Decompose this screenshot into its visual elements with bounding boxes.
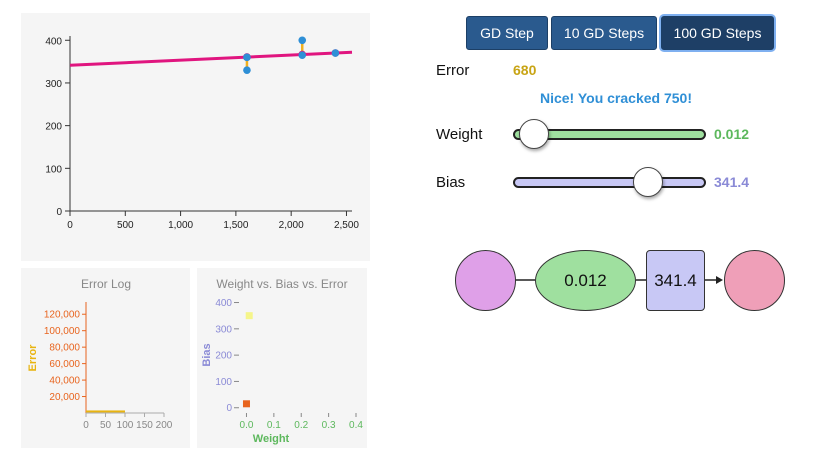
weight-node: 0.012 bbox=[535, 250, 636, 311]
error-y-tick-label: 100,000 bbox=[44, 326, 81, 337]
error-log-chart: Error Log Error 20,000 40,000 60,000 80,000 10… bbox=[27, 277, 173, 431]
data-point bbox=[298, 51, 307, 60]
error-x-tick-label: 0 bbox=[83, 420, 89, 431]
x-tick-label: 2,500 bbox=[334, 220, 359, 231]
gd-10-steps-button[interactable]: 10 GD Steps bbox=[551, 16, 657, 50]
bias-node: 341.4 bbox=[646, 250, 705, 311]
error-log-title: Error Log bbox=[81, 277, 131, 291]
y-tick-label: 200 bbox=[45, 122, 62, 133]
x-tick-label: 1,500 bbox=[223, 220, 248, 231]
wbe-title: Weight vs. Bias vs. Error bbox=[216, 277, 347, 291]
error-y-tick-label: 60,000 bbox=[49, 359, 80, 370]
error-value: 680 bbox=[513, 62, 537, 78]
input-node bbox=[455, 250, 516, 311]
error-label: Error bbox=[436, 62, 470, 79]
fit-line bbox=[69, 50, 353, 67]
gd-100-steps-button[interactable]: 100 GD Steps bbox=[661, 16, 774, 50]
bias-y-tick-label: 0 bbox=[226, 403, 232, 414]
output-node bbox=[724, 250, 785, 311]
weight-x-tick-label: 0.4 bbox=[349, 420, 363, 431]
success-message: Nice! You cracked 750! bbox=[539, 90, 692, 106]
error-y-tick-label: 80,000 bbox=[49, 343, 80, 354]
error-x-tick-label: 50 bbox=[100, 420, 112, 431]
error-x-tick-label: 150 bbox=[136, 420, 153, 431]
network-connectors bbox=[515, 276, 723, 284]
weight-x-tick-label: 0.1 bbox=[267, 420, 281, 431]
bias-slider-track[interactable] bbox=[513, 177, 706, 188]
bias-value: 341.4 bbox=[714, 174, 750, 190]
error-log-panel: Error Log Error 20,000 40,000 60,000 80,000 10… bbox=[21, 268, 190, 448]
y-tick-label: 400 bbox=[45, 36, 62, 47]
error-log-area bbox=[86, 410, 125, 413]
x-tick-label: 0 bbox=[67, 220, 73, 231]
error-point bbox=[242, 400, 250, 408]
y-tick-label: 0 bbox=[56, 207, 62, 218]
data-scatter-chart: 0 100 200 300 400 0 500 1,000 1,500 2,000 2,500 bbox=[45, 36, 359, 231]
data-point bbox=[331, 49, 340, 57]
data-point bbox=[243, 53, 251, 62]
x-tick-label: 2,000 bbox=[279, 220, 304, 231]
error-point bbox=[245, 312, 253, 320]
bias-axis-label: Bias bbox=[201, 343, 213, 366]
weight-value: 0.012 bbox=[714, 126, 750, 142]
weight-x-tick-label: 0.3 bbox=[322, 420, 336, 431]
bias-y-tick-label: 200 bbox=[215, 351, 232, 362]
weight-slider-track[interactable] bbox=[513, 129, 706, 140]
x-tick-label: 1,000 bbox=[168, 220, 193, 231]
error-x-tick-label: 100 bbox=[117, 420, 134, 431]
bias-y-tick-label: 400 bbox=[215, 298, 232, 309]
main-chart-panel: 0 100 200 300 400 0 500 1,000 1,500 2,000 2,500 bbox=[21, 13, 370, 261]
weight-bias-error-panel: Weight vs. Bias vs. Error Bias Weight 0 100 2… bbox=[197, 268, 367, 448]
weight-label: Weight bbox=[436, 126, 483, 143]
error-y-tick-label: 20,000 bbox=[49, 392, 80, 403]
data-point bbox=[298, 36, 307, 45]
error-y-tick-label: 40,000 bbox=[49, 376, 80, 387]
bias-y-tick-label: 100 bbox=[215, 377, 232, 388]
error-y-tick-label: 120,000 bbox=[44, 310, 81, 321]
weight-slider-thumb[interactable] bbox=[519, 119, 550, 149]
gd-step-button[interactable]: GD Step bbox=[466, 16, 548, 50]
data-point bbox=[243, 66, 251, 74]
y-tick-label: 300 bbox=[45, 79, 62, 90]
weight-axis-label: Weight bbox=[253, 433, 290, 445]
bias-slider-thumb[interactable] bbox=[633, 167, 664, 197]
weight-bias-error-chart: Weight vs. Bias vs. Error Bias Weight 0 100 2… bbox=[201, 277, 363, 445]
bias-y-tick-label: 300 bbox=[215, 324, 232, 335]
error-axis-label: Error bbox=[27, 344, 39, 372]
bias-label: Bias bbox=[436, 174, 466, 191]
x-tick-label: 500 bbox=[117, 220, 134, 231]
weight-x-tick-label: 0.2 bbox=[294, 420, 308, 431]
y-tick-label: 100 bbox=[45, 164, 62, 175]
weight-x-tick-label: 0.0 bbox=[240, 420, 254, 431]
error-x-tick-label: 200 bbox=[156, 420, 173, 431]
